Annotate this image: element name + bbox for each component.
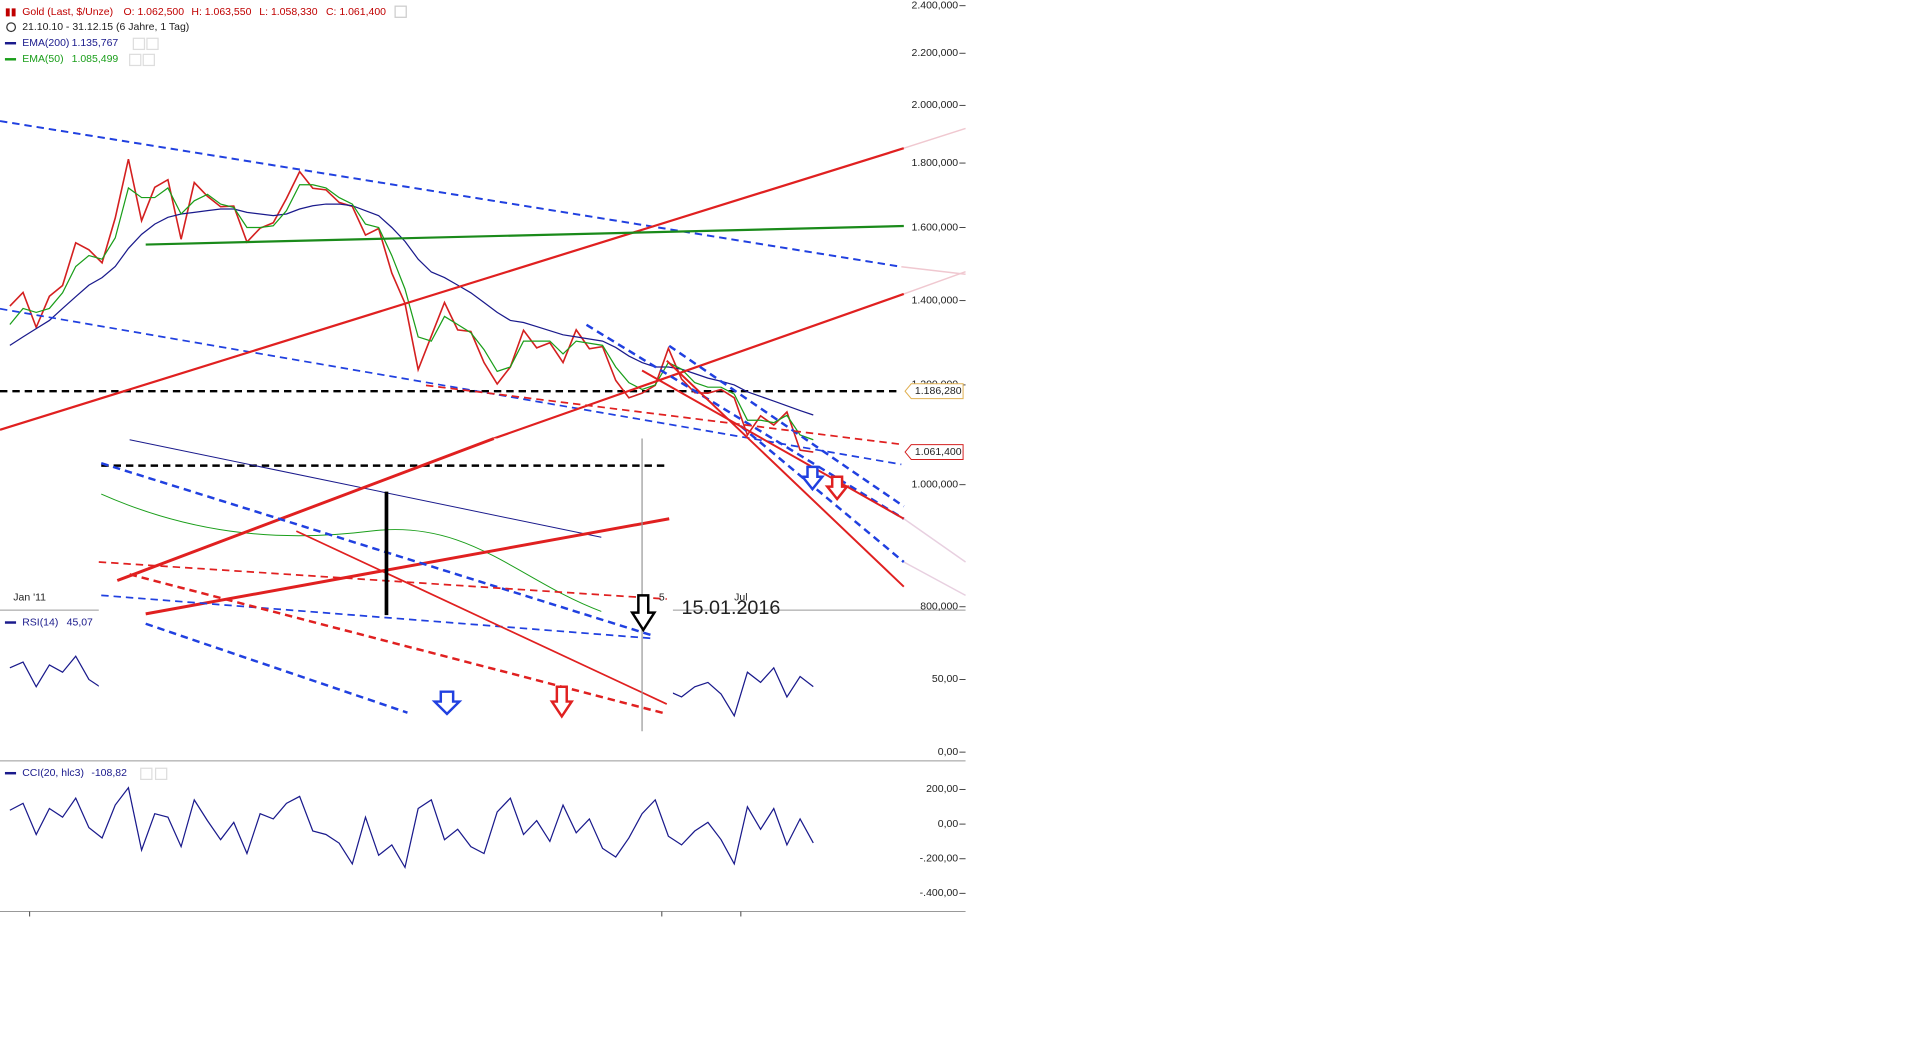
trend-line	[903, 127, 966, 149]
legend-name: RSI(14)	[22, 617, 58, 628]
clock-icon	[6, 22, 17, 33]
series-line	[9, 184, 814, 441]
legend-button[interactable]	[140, 767, 153, 780]
legend-ohlc: L: 1.058,330	[259, 7, 317, 18]
inset-line	[116, 437, 495, 582]
legend-button[interactable]	[129, 53, 142, 67]
arrow-icon	[629, 594, 657, 633]
trend-line	[641, 369, 905, 520]
legend-value: 1.135,767	[72, 38, 119, 49]
legend-ohlc: O: 1.062,500	[123, 7, 184, 18]
legend-ohlc: H: 1.063,550	[191, 7, 251, 18]
y-tick-label: 1.000,000	[911, 479, 958, 490]
legend-button[interactable]	[154, 767, 168, 780]
arrow-icon	[549, 685, 574, 719]
legend-name: EMA(200)	[22, 38, 69, 49]
inset-line	[145, 622, 408, 714]
x-tick-label: Jan '11	[13, 593, 46, 604]
level-label: 1.061,400	[915, 447, 962, 458]
trend-line	[0, 147, 905, 431]
y-tick-label: 1.400,000	[911, 295, 958, 306]
x-tick-label: 5	[659, 593, 665, 604]
trend-line	[145, 224, 904, 246]
y-tick-label: -.400,00	[920, 888, 959, 899]
y-tick-label: 2.200,000	[911, 48, 958, 59]
trend-line	[903, 561, 966, 596]
inset-line	[295, 530, 668, 705]
trend-line	[585, 323, 905, 520]
legend-subtitle: 21.10.10 - 31.12.15 (6 Jahre, 1 Tag)	[22, 22, 189, 33]
y-tick-label: 2.400,000	[911, 0, 958, 11]
trend-line	[903, 271, 966, 295]
trend-line	[425, 384, 904, 446]
trend-line	[493, 292, 905, 440]
legend: ▮▮ Gold (Last, $/Unze) O: 1.062,500 H: 1…	[5, 5, 407, 780]
y-tick-label: 1.800,000	[911, 158, 958, 169]
legend-ohlc: C: 1.061,400	[326, 7, 386, 18]
trend-line	[666, 359, 905, 588]
trend-line	[740, 425, 905, 563]
legend-button[interactable]	[394, 5, 407, 18]
y-tick-label: -.200,00	[920, 853, 959, 864]
legend-title: Gold (Last, $/Unze)	[22, 7, 113, 18]
plot-area: 800,0001.000,0001.200,0001.400,0001.600,…	[0, 0, 966, 899]
level-label: 1.186,280	[915, 386, 962, 397]
y-tick-label: 50,00	[932, 674, 958, 685]
trend-line	[0, 120, 902, 268]
arrow-icon	[431, 690, 463, 716]
inset-line	[145, 517, 670, 616]
y-tick-label: 800,000	[920, 602, 958, 613]
legend-button[interactable]	[142, 53, 155, 67]
trend-line	[0, 307, 902, 466]
legend-icon: ▮▮	[5, 7, 17, 18]
x-tick-label: Jul	[734, 593, 747, 604]
annotation: 15.01.2016	[682, 597, 781, 619]
arrow-icon	[824, 475, 850, 501]
inset-line	[101, 594, 655, 640]
trend-lines	[0, 120, 966, 596]
series-line	[9, 158, 814, 453]
y-tick-label: 2.000,000	[911, 100, 958, 111]
y-tick-label: 1.600,000	[911, 222, 958, 233]
trend-line	[903, 518, 966, 563]
inset-line	[129, 573, 668, 716]
legend-button[interactable]	[146, 37, 159, 51]
legend-button[interactable]	[132, 37, 146, 51]
legend-name: CCI(20, hlc3)	[22, 768, 84, 779]
inset-line	[101, 493, 602, 612]
legend-value: 1.085,499	[72, 54, 119, 65]
series-line	[9, 203, 814, 416]
trend-line	[668, 344, 905, 508]
level-tag	[904, 444, 964, 460]
arrow-icon	[800, 465, 825, 492]
y-tick-label: 0,00	[938, 819, 959, 830]
y-tick-label: 200,00	[926, 784, 958, 795]
inset-line	[98, 561, 667, 600]
legend-name: EMA(50)	[22, 54, 63, 65]
legend-value: 45,07	[67, 617, 93, 628]
trend-line	[901, 266, 966, 275]
legend-value: -108,82	[91, 768, 127, 779]
series-line	[9, 786, 814, 870]
level-tag	[904, 383, 964, 400]
inset-line	[100, 462, 655, 638]
y-tick-label: 0,00	[938, 747, 959, 758]
inset-image: 15.01.2016	[98, 437, 781, 733]
inset-line	[129, 439, 602, 538]
